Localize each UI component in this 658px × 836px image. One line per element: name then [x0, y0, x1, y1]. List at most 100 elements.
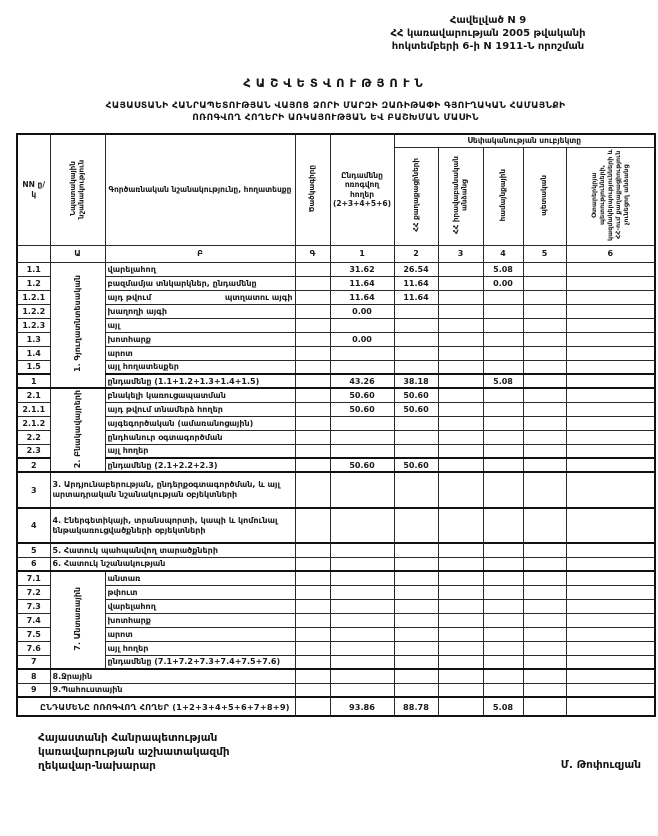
cell-nn: 7 [16, 654, 51, 670]
cell-nn: 2.1.1 [16, 401, 51, 417]
cell-value-legal [437, 556, 484, 572]
cell-value-community [482, 443, 524, 459]
cell-label: 9.Պահուստային [49, 682, 296, 698]
cell-value-total [329, 640, 395, 656]
table-row: 7.5 արոտ [16, 626, 656, 642]
cell-code [294, 654, 331, 670]
cell-label: այլ հողեր [104, 640, 296, 656]
cell-value-citizens [393, 345, 439, 361]
cell-value-state [522, 668, 567, 684]
cell-value-community [482, 682, 524, 698]
table-row: 2.1.2 այգեգործական (ամառանոցային) [16, 415, 656, 431]
cell-value-state [522, 415, 567, 431]
grand-total-value-community: 5.08 [482, 696, 524, 717]
cell-value-total [329, 415, 395, 431]
cell-value-citizens [393, 598, 439, 614]
cell-value-citizens [393, 626, 439, 642]
cell-value-state [522, 387, 567, 403]
cell-label: ընդամենը (1.1+1.2+1.3+1.4+1.5) [104, 373, 296, 389]
cell-value-foreign [565, 373, 656, 389]
cell-value-citizens [393, 359, 439, 375]
cell-value-community [482, 471, 524, 509]
letter-cell: 2 [393, 244, 439, 263]
header-row-top: NN ը/կ Նպատակային նշանակություն Գործառնա… [16, 133, 656, 246]
letter-cell: Ա [49, 244, 106, 263]
cell-code [294, 584, 331, 600]
cell-value-foreign [565, 387, 656, 403]
cell-code [294, 373, 331, 389]
cell-code [294, 556, 331, 572]
col-header-total: Ընդամենը ոռոգվող հողեր (2+3+4+5+6) [329, 133, 395, 246]
cell-label: 6. Հատուկ նշանակության [49, 556, 296, 572]
cell-value-total [329, 345, 395, 361]
cell-value-state [522, 471, 567, 509]
cell-nn: 1.1 [16, 261, 51, 277]
table-row-subtotal: 2 ընդամենը (2.1+2.2+2.3) 50.60 50.60 [16, 457, 656, 473]
cell-value-legal [437, 303, 484, 319]
cell-value-community [482, 359, 524, 375]
cell-value-state [522, 654, 567, 670]
cell-value-foreign [565, 542, 656, 558]
cell-code [294, 507, 331, 544]
cell-value-state [522, 443, 567, 459]
grand-total-value-state [522, 696, 567, 717]
cell-value-community [482, 668, 524, 684]
appendix-line1: Հավելված N 9 [449, 15, 527, 26]
cell-value-foreign [565, 401, 656, 417]
table-row-subtotal: 1 ընդամենը (1.1+1.2+1.3+1.4+1.5) 43.26 3… [16, 373, 656, 389]
signatory-title-line3: ղեկավար-նախարար [38, 760, 156, 773]
grand-total-label: ԸՆԴԱՄԵՆԸ ՈՌՈԳՎՈՂ ՀՈՂԵՐ (1+2+3+4+5+6+7+8+… [16, 696, 296, 717]
cell-nn: 7.3 [16, 598, 51, 614]
table-row: 7.1 7. Անտառային անտառ [16, 570, 656, 670]
cell-nn: 7.4 [16, 612, 51, 628]
cell-value-total [329, 584, 395, 600]
cell-value-citizens [393, 443, 439, 459]
cell-value-legal [437, 345, 484, 361]
cell-label: ընդհանուր օգտագործման [104, 429, 296, 445]
cell-value-foreign [565, 415, 656, 431]
group-label-agricultural: 1. Գյուղատնտեսական [49, 261, 106, 389]
cell-nn: 1.2 [16, 275, 51, 291]
letter-cell: Բ [104, 244, 296, 263]
cell-value-citizens [393, 542, 439, 558]
cell-label: վարելահող [104, 261, 296, 277]
cell-value-foreign [565, 682, 656, 698]
cell-value-legal [437, 289, 484, 305]
group-label-forest: 7. Անտառային [49, 570, 106, 670]
cell-code [294, 443, 331, 459]
cell-value-citizens: 26.54 [393, 261, 439, 277]
cell-value-community: 0.00 [482, 275, 524, 291]
signatory-title: Հայաստանի Հանրապետության կառավարության ա… [38, 731, 230, 774]
header-row-owners: ՀՀ քաղաքացիների ՀՀ իրավաբանական անձանց հ… [17, 147, 656, 246]
group-label-residential: 2. Բնակավայրերի [49, 387, 106, 473]
cell-nn: 2.2 [16, 429, 51, 445]
cell-value-community [482, 542, 524, 558]
letter-cell-empty [16, 244, 51, 263]
col-header-nn: NN ը/կ [16, 133, 51, 246]
cell-value-legal [437, 429, 484, 445]
cell-value-foreign [565, 507, 656, 544]
cell-value-foreign [565, 443, 656, 459]
cell-code [294, 682, 331, 698]
signatory-name: Մ. Թոփուզյան [560, 759, 641, 772]
table-row: 1.2 բազմամյա տնկարկներ, ընդամենը 11.64 1… [16, 275, 656, 291]
cell-value-total [329, 668, 395, 684]
cell-value-citizens: 11.64 [393, 289, 439, 305]
cell-value-legal [437, 542, 484, 558]
cell-value-foreign [565, 626, 656, 642]
cell-value-citizens [393, 415, 439, 431]
cell-label: 5. Հատուկ պահպանվող տարածքների [49, 542, 296, 558]
cell-value-state [522, 373, 567, 389]
signatory-title-line1: Հայաստանի Հանրապետության [38, 732, 218, 745]
cell-nn: 1.5 [16, 359, 51, 375]
cell-value-legal [437, 415, 484, 431]
cell-value-citizens [393, 612, 439, 628]
cell-value-foreign [565, 668, 656, 684]
cell-label-left: այդ թվում [107, 292, 152, 302]
cell-code [294, 331, 331, 347]
cell-value-citizens [393, 682, 439, 698]
cell-nn: 7.2 [16, 584, 51, 600]
cell-value-state [522, 542, 567, 558]
title-block: ՀԱՇՎԵՏՎՈՒԹՅՈՒՆ ՀԱՅԱՍՏԱՆԻ ՀԱՆՐԱՊԵՏՈՒԹՅԱՆ … [16, 76, 655, 125]
table-row: 1.5 այլ հողատեսքեր [16, 359, 656, 375]
